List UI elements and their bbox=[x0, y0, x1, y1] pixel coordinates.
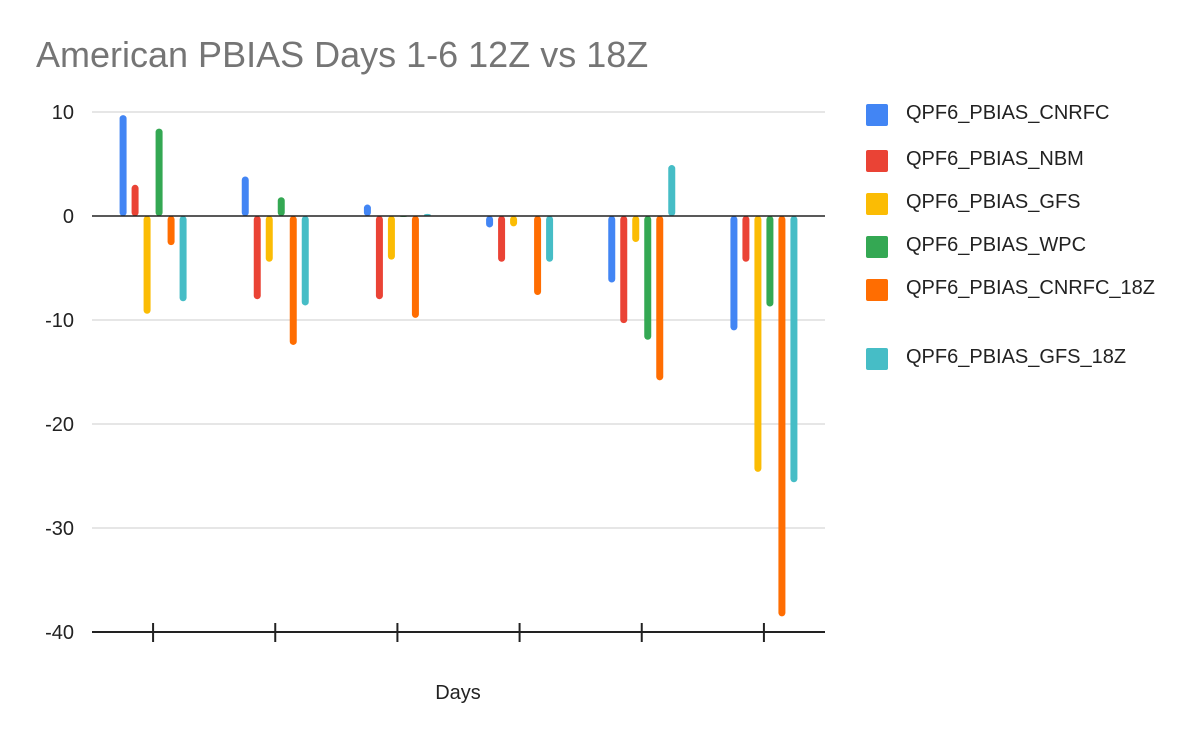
bar bbox=[265, 216, 273, 262]
legend-label: QPF6_PBIAS_NBM bbox=[906, 148, 1084, 170]
legend-label: QPF6_PBIAS_GFS_18Z bbox=[906, 346, 1127, 368]
y-tick-label: -10 bbox=[45, 310, 74, 332]
bar bbox=[632, 216, 640, 242]
legend-item: QPF6_PBIAS_CNRFC bbox=[866, 102, 1176, 126]
legend-swatch bbox=[866, 193, 888, 215]
legend-item: QPF6_PBIAS_NBM bbox=[866, 148, 1176, 172]
bar bbox=[387, 216, 395, 260]
legend-label: QPF6_PBIAS_GFS bbox=[906, 191, 1081, 213]
bar bbox=[363, 204, 371, 216]
bar bbox=[131, 184, 139, 216]
bar bbox=[143, 216, 151, 314]
bar bbox=[620, 216, 628, 324]
legend-swatch bbox=[866, 279, 888, 301]
legend-item: QPF6_PBIAS_WPC bbox=[866, 234, 1176, 258]
legend-item: QPF6_PBIAS_GFS bbox=[866, 191, 1176, 215]
bar bbox=[534, 216, 542, 296]
x-axis-label: Days bbox=[435, 682, 481, 704]
bar bbox=[179, 216, 187, 302]
y-tick-label: -20 bbox=[45, 414, 74, 436]
bar bbox=[167, 216, 175, 246]
legend-label: QPF6_PBIAS_CNRFC_18Z bbox=[906, 277, 1155, 299]
bar bbox=[754, 216, 762, 472]
bar bbox=[241, 176, 249, 216]
bar bbox=[155, 128, 163, 216]
chart-title: American PBIAS Days 1-6 12Z vs 18Z bbox=[36, 34, 649, 75]
legend-label: QPF6_PBIAS_WPC bbox=[906, 234, 1087, 256]
bar bbox=[644, 216, 652, 340]
y-tick-label: 0 bbox=[63, 206, 74, 228]
bar bbox=[375, 216, 383, 300]
bar bbox=[790, 216, 798, 483]
legend-item: QPF6_PBIAS_GFS_18Z bbox=[866, 346, 1176, 370]
bar bbox=[253, 216, 261, 300]
bar bbox=[608, 216, 616, 283]
y-tick-label: -30 bbox=[45, 518, 74, 540]
bar bbox=[766, 216, 774, 307]
bar bbox=[730, 216, 738, 331]
legend-label: QPF6_PBIAS_CNRFC bbox=[906, 102, 1110, 124]
bar bbox=[498, 216, 506, 262]
legend-swatch bbox=[866, 236, 888, 258]
bar bbox=[778, 216, 786, 617]
bar bbox=[656, 216, 664, 381]
bar bbox=[742, 216, 750, 262]
bar bbox=[277, 197, 285, 216]
y-tick-label: -40 bbox=[45, 622, 74, 644]
bar bbox=[486, 216, 494, 228]
bar bbox=[510, 216, 518, 227]
bar bbox=[301, 216, 309, 306]
legend-swatch bbox=[866, 104, 888, 126]
legend-swatch bbox=[866, 348, 888, 370]
y-tick-label: 10 bbox=[52, 102, 74, 124]
bar bbox=[546, 216, 554, 262]
legend-item: QPF6_PBIAS_CNRFC_18Z bbox=[866, 277, 1176, 301]
bar bbox=[668, 165, 676, 216]
bar bbox=[411, 216, 419, 318]
bar bbox=[119, 115, 127, 216]
bar bbox=[289, 216, 297, 345]
legend-swatch bbox=[866, 150, 888, 172]
